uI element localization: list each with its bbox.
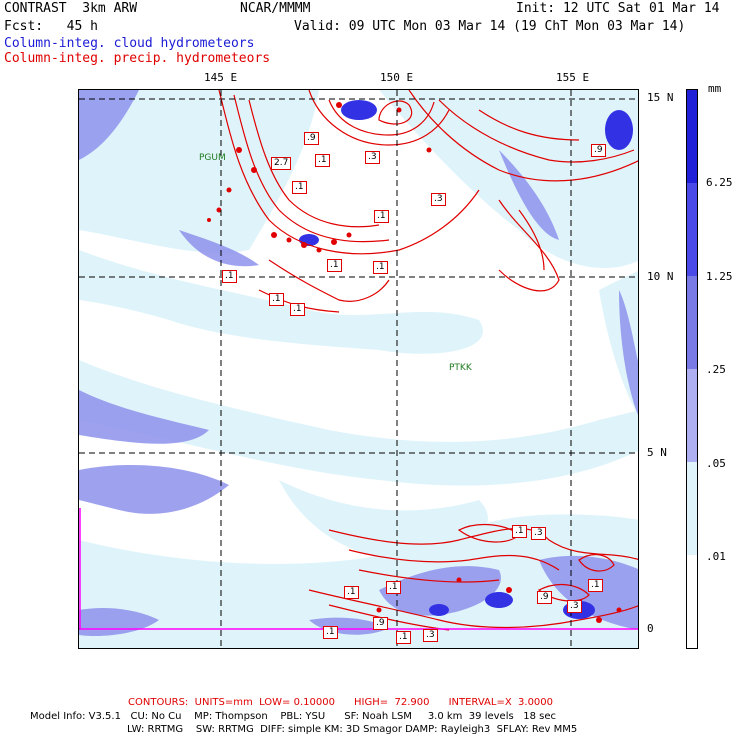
lat-label-0: 0 bbox=[647, 622, 654, 635]
valid-time: Valid: 09 UTC Mon 03 Mar 14 (19 ChT Mon … bbox=[294, 19, 686, 34]
contour-label: .3 bbox=[431, 193, 446, 206]
lon-label-145: 145 E bbox=[204, 71, 238, 84]
colorbar-swatch bbox=[687, 555, 697, 648]
field-precip-label: Column-integ. precip. hydrometeors bbox=[4, 51, 271, 66]
contour-label: .1 bbox=[269, 293, 284, 306]
model-info-line2: LW: RRTMG SW: RRTMG DIFF: simple KM: 3D … bbox=[127, 724, 578, 735]
colorbar-label: 1.25 bbox=[706, 270, 733, 283]
contour-label: .1 bbox=[512, 525, 527, 538]
map-panel: PGUM PTKK .9 2.7 .1 .3 .9 .1 .1 .1 .1 .1… bbox=[78, 89, 639, 649]
contour-label: .3 bbox=[423, 629, 438, 642]
contour-label: .1 bbox=[386, 581, 401, 594]
contour-label: .3 bbox=[567, 600, 582, 613]
model-title: CONTRAST 3km ARW bbox=[4, 1, 138, 16]
colorbar-unit: mm bbox=[708, 82, 722, 95]
contour-label: .1 bbox=[222, 270, 237, 283]
colorbar-swatch bbox=[687, 276, 697, 369]
station-ptkk: PTKK bbox=[449, 363, 472, 373]
colorbar-swatch bbox=[687, 183, 697, 276]
contour-info: CONTOURS: UNITS=mm LOW= 0.10000 HIGH= 72… bbox=[128, 697, 554, 708]
lon-label-150: 150 E bbox=[380, 71, 414, 84]
contour-label: .1 bbox=[588, 579, 603, 592]
lat-label-5: 5 N bbox=[647, 446, 667, 459]
contour-label: .1 bbox=[374, 210, 389, 223]
colorbar-swatch bbox=[687, 90, 697, 183]
cloud-light-shading bbox=[79, 90, 638, 648]
contour-label: .1 bbox=[290, 303, 305, 316]
map-plot bbox=[79, 90, 638, 648]
center-name: NCAR/MMMM bbox=[240, 1, 311, 16]
init-time: Init: 12 UTC Sat 01 Mar 14 bbox=[516, 1, 720, 16]
contour-label: .1 bbox=[315, 154, 330, 167]
lon-label-155: 155 E bbox=[556, 71, 590, 84]
contour-label: .3 bbox=[365, 151, 380, 164]
model-info-line1: Model Info: V3.5.1 CU: No Cu MP: Thompso… bbox=[30, 711, 556, 722]
field-cloud-label: Column-integ. cloud hydrometeors bbox=[4, 36, 255, 51]
contour-label: .9 bbox=[373, 617, 388, 630]
forecast-hour: Fcst: 45 h bbox=[4, 19, 98, 34]
lat-label-15: 15 N bbox=[647, 91, 674, 104]
colorbar-swatch bbox=[687, 369, 697, 462]
equator-boundary bbox=[79, 508, 638, 630]
colorbar-label: .01 bbox=[706, 550, 726, 563]
station-pgum: PGUM bbox=[199, 153, 226, 163]
contour-label: .9 bbox=[591, 144, 606, 157]
colorbar-swatch bbox=[687, 462, 697, 555]
contour-label: .3 bbox=[531, 527, 546, 540]
contour-label: .9 bbox=[537, 591, 552, 604]
lat-label-10: 10 N bbox=[647, 270, 674, 283]
colorbar-label: 6.25 bbox=[706, 176, 733, 189]
contour-label: 2.7 bbox=[271, 157, 292, 170]
contour-label: .1 bbox=[327, 259, 342, 272]
precip-cores bbox=[207, 102, 622, 623]
colorbar-label: .25 bbox=[706, 363, 726, 376]
contour-label: .1 bbox=[396, 631, 411, 644]
contour-label: .1 bbox=[344, 586, 359, 599]
contour-label: .9 bbox=[304, 132, 319, 145]
contour-label: .1 bbox=[373, 261, 388, 274]
colorbar-label: .05 bbox=[706, 457, 726, 470]
contour-label: .1 bbox=[292, 181, 307, 194]
colorbar bbox=[686, 89, 698, 649]
contour-label: .1 bbox=[323, 626, 338, 639]
